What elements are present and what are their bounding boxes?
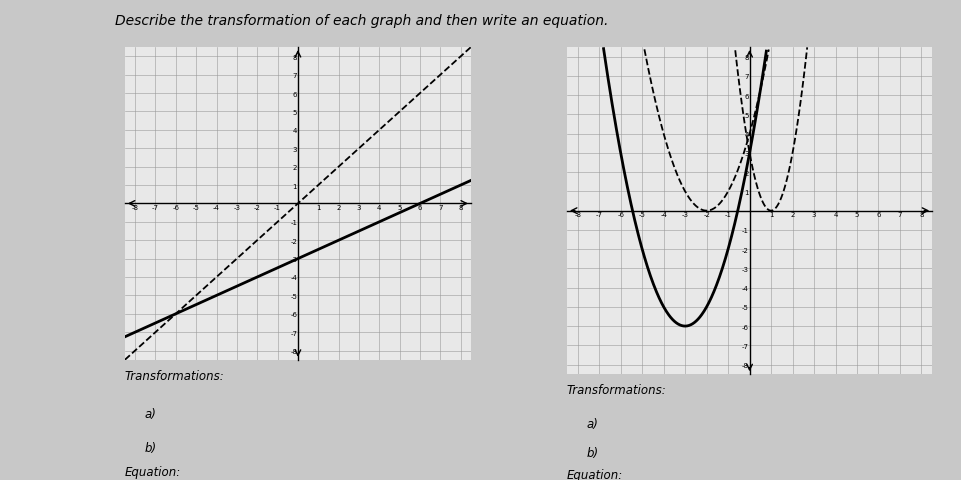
Text: b): b) — [586, 446, 599, 459]
Text: a): a) — [144, 408, 156, 420]
Text: a): a) — [586, 417, 598, 430]
Text: Transformations:: Transformations: — [567, 384, 667, 396]
Text: Describe the transformation of each graph and then write an equation.: Describe the transformation of each grap… — [115, 14, 608, 28]
Text: Transformations:: Transformations: — [125, 369, 225, 382]
Text: Equation:: Equation: — [567, 468, 624, 480]
Text: b): b) — [144, 441, 157, 454]
Text: Equation:: Equation: — [125, 465, 182, 478]
